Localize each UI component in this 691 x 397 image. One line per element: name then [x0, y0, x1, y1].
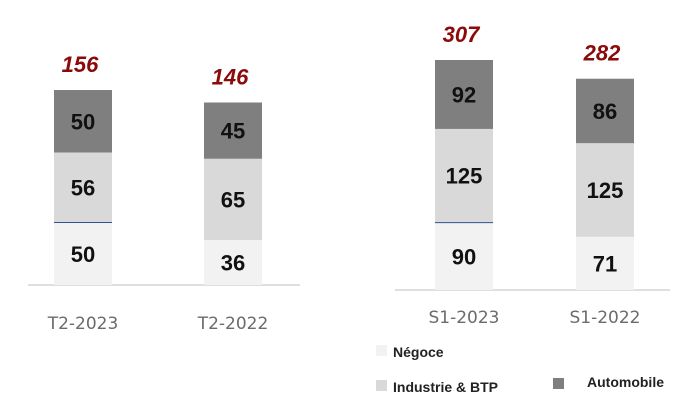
total-label: 307: [443, 22, 481, 47]
legend-swatch-n-goce: [376, 345, 387, 356]
chart-panel-2: 90 125 92 307 S1-2023 71 125 86 282 S1-2022: [395, 22, 670, 328]
data-label: 56: [71, 176, 95, 201]
bar-segment-industrie-btp: [435, 128, 493, 223]
category-label: T2-2023: [47, 314, 119, 334]
data-label: 92: [452, 82, 476, 107]
data-label: 125: [446, 164, 483, 189]
legend-swatch-industrie-btp: [376, 380, 387, 391]
data-label: 86: [593, 99, 617, 124]
bar-segment-n-goce: [204, 240, 262, 285]
total-label: 146: [212, 65, 249, 90]
legend: Négoce Industrie & BTP Automobile: [376, 344, 664, 395]
category-label: S1-2023: [428, 308, 499, 328]
bar-segment-n-goce: [576, 236, 634, 290]
bar-segment-industrie-btp: [576, 143, 634, 237]
data-label: 65: [221, 187, 245, 212]
bar-segment-n-goce: [54, 222, 112, 285]
category-label: S1-2022: [569, 308, 640, 328]
chart-panel-1: 50 56 50 156 T2-2023 36 65 45 146 T2-2022: [28, 52, 300, 334]
bar-segment-automobile: [576, 78, 634, 144]
data-label: 125: [587, 178, 624, 203]
legend-label-industrie-btp: Industrie & BTP: [393, 379, 498, 395]
data-label: 36: [221, 251, 245, 276]
data-label: 71: [593, 251, 617, 276]
bar-segment-industrie-btp: [204, 158, 262, 240]
data-label: 45: [221, 119, 245, 144]
data-label: 50: [71, 242, 95, 267]
legend-swatch-automobile: [553, 378, 564, 389]
bar-segment-industrie-btp: [54, 152, 112, 223]
data-label: 90: [452, 244, 476, 269]
legend-label-n-goce: Négoce: [393, 344, 444, 360]
total-label: 156: [62, 52, 99, 77]
bar-segment-automobile: [204, 102, 262, 159]
total-label: 282: [583, 41, 621, 66]
legend-label-automobile: Automobile: [587, 374, 664, 390]
category-label: T2-2022: [197, 314, 269, 334]
data-label: 50: [71, 109, 95, 134]
bar-segment-automobile: [435, 60, 493, 129]
bar-segment-automobile: [54, 90, 112, 153]
bar-segment-n-goce: [435, 222, 493, 290]
